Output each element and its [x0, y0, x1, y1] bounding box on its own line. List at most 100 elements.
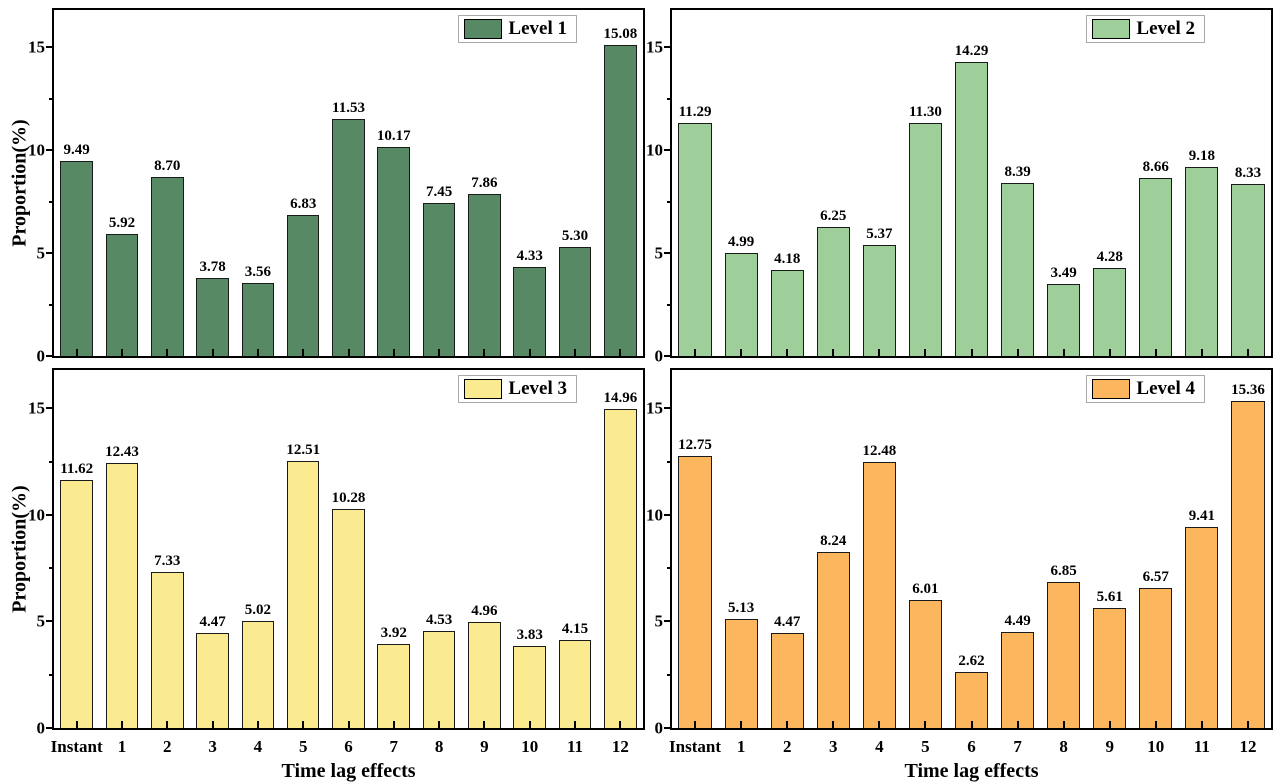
legend-level-3: Level 3	[458, 375, 577, 403]
y-axis-minor-tick	[667, 200, 672, 203]
bar-value-label: 12.51	[286, 442, 321, 459]
x-axis-tick-label: 7	[1013, 737, 1022, 756]
y-axis-title: Proportion(%)	[8, 119, 31, 247]
x-axis-tick	[1246, 349, 1249, 356]
bar	[604, 45, 637, 356]
y-axis-tick-label: 15	[28, 37, 45, 57]
x-axis-tick	[166, 721, 169, 728]
x-axis-tick	[392, 349, 395, 356]
x-axis-tick	[211, 349, 214, 356]
legend-level-1: Level 1	[458, 15, 577, 43]
x-axis-tick	[528, 349, 531, 356]
bar-value-label: 12.48	[862, 443, 897, 460]
x-axis-tick	[438, 349, 441, 356]
y-axis-major-tick	[46, 727, 54, 729]
y-axis-minor-tick	[49, 567, 54, 570]
bar-value-label: 3.49	[1050, 265, 1077, 282]
bar	[1185, 166, 1219, 356]
panel-level-2: Level 2 0 5 10 15 11.29 4.99 4.18 6.25 5.37 11.30…	[646, 8, 1273, 365]
bar-value-label: 8.70	[154, 157, 181, 174]
bar-value-label: 3.56	[244, 263, 271, 280]
bar-value-label: 6.83	[290, 196, 317, 213]
x-axis-tick-label: 1	[736, 737, 746, 756]
x-axis-tick-label: 3	[829, 737, 838, 756]
x-axis-tick	[302, 721, 305, 728]
x-axis-tick	[1016, 349, 1019, 356]
x-axis-tick-label: 7	[389, 737, 399, 756]
bar	[105, 234, 139, 356]
bar	[1185, 527, 1219, 728]
bar	[1139, 588, 1173, 728]
bar	[422, 631, 456, 728]
x-axis-tick	[483, 349, 486, 356]
bar	[241, 282, 275, 356]
bar	[468, 622, 501, 728]
y-axis-major-tick	[664, 513, 672, 516]
bar-value-label: 12.75	[678, 437, 712, 454]
y-axis-major-tick	[46, 620, 54, 623]
x-axis-tick	[75, 349, 78, 356]
bar-value-label: 9.41	[1188, 508, 1215, 525]
bar-value-label: 4.99	[727, 234, 755, 251]
bar	[678, 456, 712, 728]
bar-value-label: 11.62	[60, 461, 94, 478]
bar	[377, 146, 411, 356]
x-axis-tick	[256, 721, 259, 728]
bar	[241, 621, 275, 728]
y-axis-tick-label: 10	[646, 505, 663, 525]
y-axis-major-tick	[664, 355, 672, 357]
bar	[1047, 582, 1081, 728]
bar	[422, 202, 456, 356]
y-axis-major-tick	[664, 620, 672, 623]
panel-level-1: Proportion(%) Level 1 0 5 10 15 9.49 5.92 8.70…	[9, 8, 645, 365]
x-axis-tick	[1154, 349, 1157, 356]
bar	[1047, 284, 1081, 356]
bar	[286, 461, 320, 728]
legend-swatch	[1092, 379, 1131, 399]
x-axis-tick	[878, 721, 881, 728]
bar	[908, 599, 942, 728]
bar-value-label: 9.18	[1188, 147, 1215, 164]
bar-value-label: 4.53	[425, 612, 453, 629]
bar-value-label: 5.92	[108, 215, 136, 232]
legend-swatch	[464, 379, 503, 399]
y-axis-tick-label: 0	[36, 346, 46, 366]
bar	[150, 176, 184, 356]
y-axis-tick-label: 5	[36, 611, 46, 631]
bar	[678, 123, 712, 356]
y-axis-tick-label: 15	[28, 398, 45, 418]
bar-value-label: 8.66	[1142, 158, 1169, 175]
legend-label: Level 1	[508, 18, 567, 39]
bar	[1000, 183, 1035, 356]
legend-swatch	[464, 19, 503, 39]
y-axis-major-tick	[46, 149, 54, 152]
legend-label: Level 2	[1136, 18, 1195, 39]
bar-value-label: 10.17	[376, 127, 411, 144]
x-axis-tick	[619, 349, 622, 356]
legend-level-4: Level 4	[1086, 375, 1205, 403]
x-axis-tick-label: 2	[163, 737, 172, 756]
x-axis-tick	[786, 721, 789, 728]
y-axis-minor-tick	[49, 200, 54, 203]
bar-value-label: 4.33	[516, 247, 543, 264]
x-axis-tick	[1062, 721, 1065, 728]
y-axis-major-tick	[46, 407, 54, 410]
y-axis-tick-label: 15	[646, 37, 663, 57]
bar	[1000, 632, 1035, 728]
x-axis-tick	[1246, 721, 1249, 728]
bar	[816, 227, 850, 356]
x-axis-tick	[483, 721, 486, 728]
y-axis-minor-tick	[49, 460, 54, 463]
x-axis-tick	[347, 721, 350, 728]
bar	[468, 194, 501, 356]
x-axis-tick	[832, 349, 835, 356]
bar-value-label: 11.30	[908, 104, 942, 121]
x-axis-tick	[694, 349, 697, 356]
bar-value-label: 7.45	[425, 183, 453, 200]
bar	[1093, 267, 1127, 356]
x-axis-tick	[302, 349, 305, 356]
y-axis-tick-label: 10	[646, 140, 663, 160]
x-axis-tick-label: 8	[1059, 737, 1068, 756]
y-axis-major-tick	[664, 727, 672, 729]
bar-value-label: 4.47	[774, 613, 801, 630]
